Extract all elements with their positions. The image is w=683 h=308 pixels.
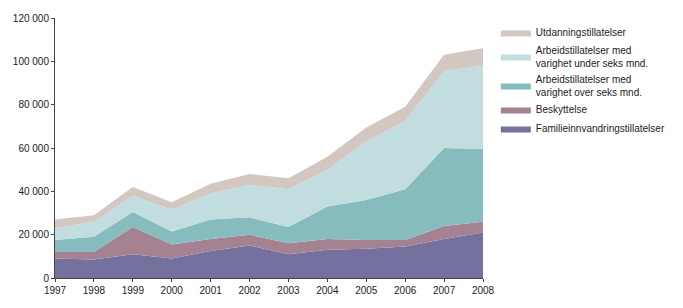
svg-text:40 000: 40 000 [18,186,49,197]
svg-text:Utdanningstillatelser: Utdanningstillatelser [536,27,627,38]
svg-text:2005: 2005 [355,285,378,296]
svg-text:2006: 2006 [394,285,417,296]
svg-text:2003: 2003 [277,285,300,296]
svg-text:Beskyttelse: Beskyttelse [536,104,588,115]
svg-text:60 000: 60 000 [18,143,49,154]
svg-text:2001: 2001 [200,285,223,296]
svg-text:0: 0 [43,273,49,284]
svg-text:Familieinnvandringstillatelser: Familieinnvandringstillatelser [536,123,665,134]
svg-text:1998: 1998 [83,285,106,296]
svg-text:2002: 2002 [238,285,261,296]
svg-text:120 000: 120 000 [13,13,50,24]
svg-text:100 000: 100 000 [13,56,50,67]
svg-text:2004: 2004 [316,285,339,296]
svg-text:20 000: 20 000 [18,229,49,240]
svg-text:2007: 2007 [433,285,456,296]
svg-text:2000: 2000 [161,285,184,296]
svg-text:80 000: 80 000 [18,99,49,110]
svg-text:Arbeidstillatelser medvarighet: Arbeidstillatelser medvarighet over seks… [536,74,642,98]
svg-text:1997: 1997 [44,285,67,296]
svg-text:1999: 1999 [122,285,145,296]
svg-text:2008: 2008 [472,285,495,296]
svg-text:Arbeidstillatelser medvarighet: Arbeidstillatelser medvarighet under sek… [536,45,648,69]
